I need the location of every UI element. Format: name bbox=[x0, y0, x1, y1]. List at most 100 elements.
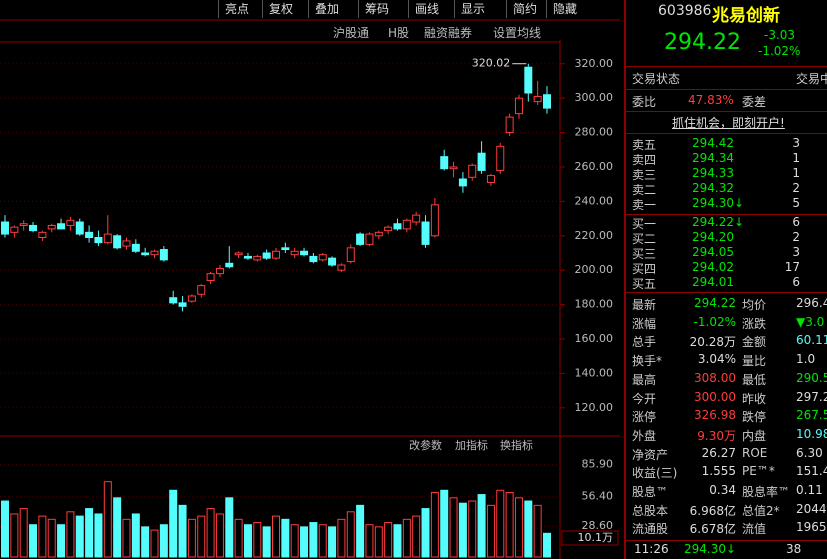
candle-body bbox=[187, 295, 196, 302]
volume-bar bbox=[281, 518, 290, 558]
indicator-button[interactable]: 改参数 bbox=[409, 438, 442, 452]
candle-body bbox=[243, 255, 252, 259]
toolbar-button[interactable]: 简约 bbox=[506, 0, 543, 18]
stat-label: 金额 bbox=[742, 335, 767, 350]
book-price: 294.22↓ bbox=[692, 215, 745, 229]
volume-bar bbox=[113, 497, 122, 558]
annotation-box bbox=[561, 530, 619, 546]
promo-link[interactable]: 抓住机会，即刻开户! bbox=[672, 116, 785, 130]
stat-label: 股息率™ bbox=[742, 485, 791, 499]
candle-body bbox=[318, 254, 327, 261]
stat-label: 涨停 bbox=[632, 410, 657, 425]
book-label: 卖五 bbox=[632, 138, 657, 152]
y-tick-label: 280.00 bbox=[575, 126, 614, 139]
stat-value: 1965 bbox=[796, 520, 827, 535]
toolbar-button[interactable]: 隐藏 bbox=[546, 0, 583, 18]
volume-bar bbox=[1, 500, 9, 558]
toolbar-button[interactable]: 显示 bbox=[454, 0, 491, 18]
y-tick-label: 160.00 bbox=[575, 332, 614, 345]
book-label: 买三 bbox=[632, 247, 657, 261]
divider bbox=[626, 133, 827, 134]
tab[interactable]: 融资融券 bbox=[424, 26, 473, 40]
candle-body bbox=[356, 233, 365, 245]
tab[interactable]: 沪股通 bbox=[333, 26, 370, 40]
candle-body bbox=[458, 178, 467, 187]
y-tick-label: 200.00 bbox=[575, 263, 614, 276]
candle-body bbox=[234, 252, 243, 256]
stat-label: 净资产 bbox=[632, 447, 669, 462]
toolbar-button[interactable]: 画线 bbox=[408, 0, 445, 18]
divider bbox=[626, 89, 827, 90]
volume-bar bbox=[505, 491, 514, 558]
toolbar-button[interactable]: 亮点 bbox=[218, 0, 255, 18]
stock-code: 603986 bbox=[658, 3, 712, 19]
stat-value: 300.00 bbox=[694, 389, 736, 404]
stock-pct: -1.02% bbox=[758, 44, 801, 58]
volume-bar bbox=[449, 497, 458, 558]
toolbar-button[interactable]: 叠加 bbox=[308, 0, 345, 18]
volume-bar bbox=[141, 526, 150, 558]
candle-body bbox=[384, 226, 393, 232]
volume-bar bbox=[458, 502, 467, 558]
book-price: 294.42 bbox=[692, 136, 734, 150]
book-price: 294.32 bbox=[692, 181, 734, 195]
stat-value: ▼3.0 bbox=[796, 314, 825, 329]
candle-body bbox=[1, 221, 9, 235]
stat-label: 今开 bbox=[632, 391, 657, 406]
volume-bar bbox=[496, 489, 505, 558]
volume-bar bbox=[262, 526, 271, 558]
tick-volume: 38 bbox=[786, 542, 802, 556]
stat-value: 297.2 bbox=[796, 389, 827, 404]
candle-body bbox=[524, 66, 533, 94]
volume-bar bbox=[243, 524, 252, 558]
candle-body bbox=[141, 252, 150, 256]
book-label: 买一 bbox=[632, 217, 657, 231]
volume-bar bbox=[272, 515, 280, 558]
candle-body bbox=[131, 243, 140, 252]
candle-body bbox=[402, 219, 411, 230]
candle-body bbox=[365, 233, 374, 245]
candle-body bbox=[178, 302, 187, 307]
tab[interactable]: 设置均线 bbox=[493, 26, 542, 40]
volume-bar bbox=[159, 524, 168, 558]
candle-body bbox=[57, 223, 66, 230]
book-volume: 3 bbox=[792, 245, 800, 259]
stat-label: 换手* bbox=[632, 354, 663, 369]
stat-value: 6.968亿 bbox=[689, 503, 736, 518]
indicator-button[interactable]: 加指标 bbox=[455, 438, 488, 452]
indicator-button[interactable]: 换指标 bbox=[500, 438, 533, 452]
volume-annotation: 10.1万 bbox=[578, 531, 614, 544]
book-price: 294.33 bbox=[692, 166, 734, 180]
volume-bar bbox=[365, 524, 374, 558]
stat-value: 151.4 bbox=[796, 464, 827, 479]
stat-value: 6.30 bbox=[796, 445, 823, 460]
candle-body bbox=[103, 233, 112, 244]
toolbar-button[interactable]: 筹码 bbox=[358, 0, 395, 18]
candle-body bbox=[421, 221, 430, 245]
volume-bar bbox=[486, 504, 495, 558]
stat-label: 最高 bbox=[632, 372, 657, 387]
stock-price: 294.22 bbox=[664, 30, 741, 55]
volume-bar bbox=[468, 500, 477, 558]
volume-bar bbox=[421, 508, 430, 558]
tab[interactable]: H股 bbox=[388, 26, 410, 40]
book-volume: 3 bbox=[792, 136, 800, 150]
y-tick-label: 120.00 bbox=[575, 401, 614, 414]
candle-body bbox=[197, 285, 206, 295]
candle-body bbox=[281, 247, 290, 251]
volume-bar bbox=[215, 513, 224, 558]
volume-bar bbox=[19, 508, 28, 558]
stat-label: 总股本 bbox=[632, 503, 669, 518]
candle-body bbox=[374, 231, 383, 237]
candle-body bbox=[159, 249, 168, 261]
candle-body bbox=[29, 224, 38, 232]
toolbar-button[interactable]: 复权 bbox=[262, 0, 299, 18]
label: 委比 bbox=[632, 95, 657, 109]
y-tick-label: 140.00 bbox=[575, 366, 614, 379]
stat-value: 0.11 bbox=[796, 483, 823, 497]
volume-bar bbox=[187, 518, 196, 558]
volume-bar bbox=[169, 489, 178, 558]
candle-body bbox=[94, 237, 103, 244]
stat-value: 290.5 bbox=[796, 370, 827, 385]
